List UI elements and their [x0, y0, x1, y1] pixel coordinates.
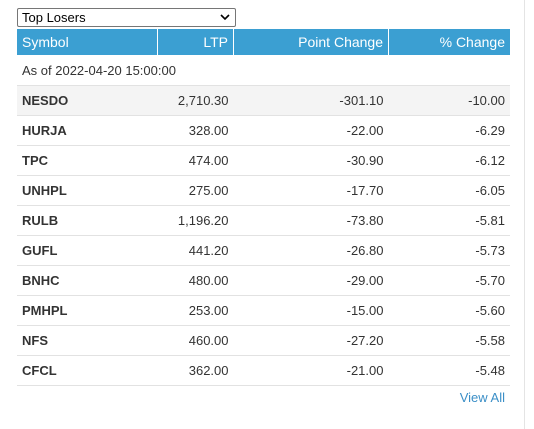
category-dropdown[interactable]: Top Losers — [17, 8, 236, 27]
table-row[interactable]: NFS 460.00 -27.20 -5.58 — [17, 325, 510, 356]
table-row[interactable]: UNHPL 275.00 -17.70 -6.05 — [17, 175, 510, 206]
header-symbol: Symbol — [17, 29, 158, 55]
table-row[interactable]: NESDO 2,710.30 -301.10 -10.00 — [17, 85, 510, 116]
cell-pct-change: -10.00 — [388, 85, 510, 116]
view-all-link[interactable]: View All — [459, 390, 505, 405]
cell-pct-change: -6.29 — [388, 115, 510, 146]
table-row[interactable]: HURJA 328.00 -22.00 -6.29 — [17, 115, 510, 146]
cell-symbol[interactable]: RULB — [17, 205, 158, 236]
cell-pct-change: -5.60 — [388, 295, 510, 326]
cell-symbol[interactable]: UNHPL — [17, 175, 158, 206]
table-row[interactable]: TPC 474.00 -30.90 -6.12 — [17, 145, 510, 176]
table-row[interactable]: BNHC 480.00 -29.00 -5.70 — [17, 265, 510, 296]
cell-pct-change: -5.48 — [388, 355, 510, 386]
table-row[interactable]: RULB 1,196.20 -73.80 -5.81 — [17, 205, 510, 236]
cell-symbol[interactable]: NESDO — [17, 85, 158, 116]
cell-pct-change: -5.58 — [388, 325, 510, 356]
cell-symbol[interactable]: NFS — [17, 325, 158, 356]
cell-symbol[interactable]: CFCL — [17, 355, 158, 386]
cell-symbol[interactable]: GUFL — [17, 235, 158, 266]
cell-point-change: -21.00 — [233, 355, 389, 386]
cell-ltp: 1,196.20 — [157, 205, 234, 236]
header-point-change: Point Change — [233, 29, 389, 55]
header-pct-change: % Change — [388, 29, 510, 55]
as-of-timestamp: As of 2022-04-20 15:00:00 — [17, 55, 510, 86]
cell-ltp: 460.00 — [157, 325, 234, 356]
cell-pct-change: -5.73 — [388, 235, 510, 266]
market-movers-panel: Top Losers Symbol LTP Point Change % Cha… — [17, 8, 510, 405]
table-row[interactable]: GUFL 441.20 -26.80 -5.73 — [17, 235, 510, 266]
cell-symbol[interactable]: TPC — [17, 145, 158, 176]
table-row[interactable]: PMHPL 253.00 -15.00 -5.60 — [17, 295, 510, 326]
cell-ltp: 275.00 — [157, 175, 234, 206]
table-row[interactable]: CFCL 362.00 -21.00 -5.48 — [17, 355, 510, 386]
cell-symbol[interactable]: PMHPL — [17, 295, 158, 326]
cell-point-change: -30.90 — [233, 145, 389, 176]
category-dropdown-value: Top Losers — [22, 10, 86, 25]
cell-pct-change: -6.05 — [388, 175, 510, 206]
losers-table: Symbol LTP Point Change % Change As of 2… — [17, 29, 510, 386]
as-of-row: As of 2022-04-20 15:00:00 — [17, 55, 510, 86]
cell-ltp: 441.20 — [157, 235, 234, 266]
cell-point-change: -301.10 — [233, 85, 389, 116]
cell-point-change: -29.00 — [233, 265, 389, 296]
chevron-down-icon — [220, 14, 230, 21]
cell-point-change: -15.00 — [233, 295, 389, 326]
cell-ltp: 2,710.30 — [157, 85, 234, 116]
cell-pct-change: -5.70 — [388, 265, 510, 296]
table-header-row: Symbol LTP Point Change % Change — [17, 29, 510, 55]
category-dropdown-wrap: Top Losers — [17, 8, 236, 27]
header-ltp: LTP — [157, 29, 234, 55]
cell-ltp: 480.00 — [157, 265, 234, 296]
cell-point-change: -17.70 — [233, 175, 389, 206]
cell-pct-change: -5.81 — [388, 205, 510, 236]
cell-ltp: 474.00 — [157, 145, 234, 176]
cell-symbol[interactable]: HURJA — [17, 115, 158, 146]
cell-symbol[interactable]: BNHC — [17, 265, 158, 296]
cell-pct-change: -6.12 — [388, 145, 510, 176]
cell-ltp: 253.00 — [157, 295, 234, 326]
cell-point-change: -26.80 — [233, 235, 389, 266]
cell-point-change: -22.00 — [233, 115, 389, 146]
cell-point-change: -27.20 — [233, 325, 389, 356]
cell-ltp: 362.00 — [157, 355, 234, 386]
cell-point-change: -73.80 — [233, 205, 389, 236]
cell-ltp: 328.00 — [157, 115, 234, 146]
